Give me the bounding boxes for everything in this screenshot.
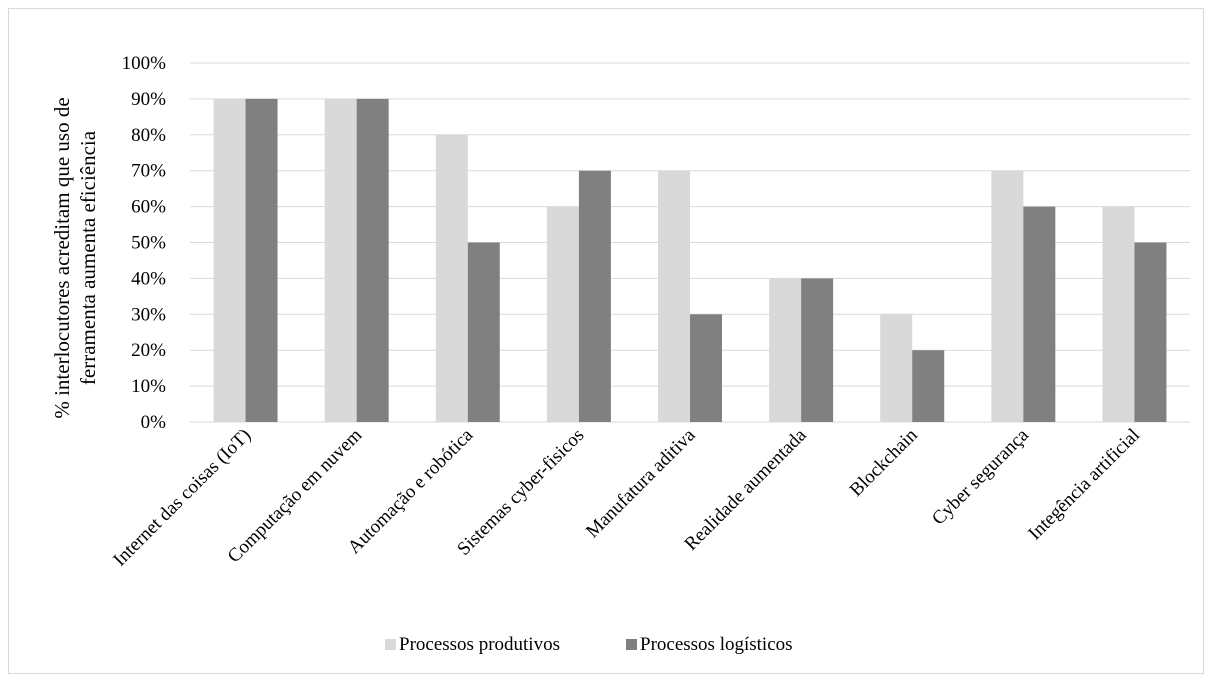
x-category-label: Automação e robótica — [344, 424, 478, 558]
y-axis-ticks: 0% 10% 20% 30% 40% 50% 60% 70% 80% 90% 100% — [122, 53, 167, 433]
bar-processos-logisticos — [356, 98, 389, 423]
y-tick-label: 50% — [131, 233, 166, 254]
bars — [213, 98, 1167, 423]
x-category-label: Blockchain — [846, 424, 922, 500]
y-tick-label: 10% — [131, 376, 166, 397]
x-category-label: Integência artificial — [1024, 425, 1144, 545]
legend-label: Processos logísticos — [640, 634, 793, 655]
legend: Processos produtivos Processos logísticos — [385, 634, 793, 655]
y-tick-label: 60% — [131, 197, 166, 218]
bar-processos-logisticos — [1023, 206, 1056, 422]
y-tick-label: 70% — [131, 161, 166, 182]
y-tick-label: 80% — [131, 125, 166, 146]
legend-swatch — [385, 639, 396, 650]
bar-processos-produtivos — [324, 98, 357, 423]
y-tick-label: 20% — [131, 340, 166, 361]
x-axis-labels: Internet das coisas (IoT)Computação em n… — [109, 424, 1144, 570]
y-tick-label: 90% — [131, 89, 166, 110]
legend-label: Processos produtivos — [399, 634, 560, 655]
y-tick-label: 30% — [131, 304, 166, 325]
bar-processos-logisticos — [578, 170, 611, 422]
bar-processos-produtivos — [546, 206, 579, 422]
x-category-label: Realidade aumentada — [681, 424, 812, 555]
bar-processos-produtivos — [1102, 206, 1135, 422]
y-axis-title-line: % interlocutores acreditam que uso de — [50, 97, 74, 418]
bar-processos-logisticos — [245, 98, 278, 423]
y-axis-title-line: ferramenta aumenta eficiência — [76, 130, 100, 385]
x-category-label: Cyber segurança — [928, 424, 1033, 529]
bar-processos-produtivos — [213, 98, 246, 423]
bar-processos-logisticos — [801, 278, 834, 422]
x-category-label: Manufatura aditiva — [582, 424, 700, 542]
legend-swatch — [626, 639, 637, 650]
bar-processos-produtivos — [991, 170, 1024, 422]
bar-processos-produtivos — [658, 170, 690, 422]
bar-processos-logisticos — [467, 242, 500, 422]
y-tick-label: 40% — [131, 268, 166, 289]
bar-processos-logisticos — [1134, 242, 1167, 422]
y-tick-label: 0% — [141, 412, 167, 433]
bar-processos-produtivos — [769, 278, 802, 422]
y-axis-title: % interlocutores acreditam que uso de fer… — [50, 97, 100, 418]
bar-processos-produtivos — [880, 314, 913, 422]
y-tick-label: 100% — [122, 53, 167, 74]
bar-processos-logisticos — [912, 350, 945, 422]
x-category-label: Sistemas cyber-fisicos — [453, 425, 588, 560]
bar-processos-produtivos — [435, 134, 468, 423]
bar-processos-logisticos — [690, 314, 722, 422]
